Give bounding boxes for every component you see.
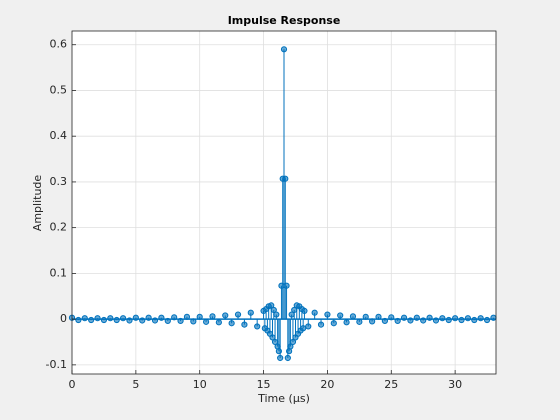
stem-marker [254, 323, 261, 330]
stem-marker [139, 317, 146, 324]
stem-marker [275, 348, 282, 355]
chart-title: Impulse Response [228, 14, 341, 27]
stem-marker [270, 306, 277, 314]
stem-marker [452, 315, 459, 322]
stem-marker [278, 282, 285, 289]
stem-marker [151, 317, 159, 324]
stem-marker [196, 313, 203, 320]
x-tick-label: 30 [448, 378, 462, 391]
stem-marker [483, 316, 491, 324]
stem-marker [300, 325, 307, 332]
stem-marker [171, 314, 178, 321]
x-tick-label: 25 [384, 378, 398, 391]
stem-marker [247, 309, 254, 316]
stem-marker [113, 316, 120, 324]
stem-marker [471, 316, 478, 324]
stem-marker [432, 317, 440, 324]
stem-marker [445, 316, 452, 324]
axes-box [71, 30, 497, 375]
stem-marker [356, 318, 363, 325]
labels: -0.100.10.20.30.40.50.60 5 10 15 20 25 30 [46, 38, 463, 391]
stem-marker [119, 315, 127, 322]
stem-marker [283, 282, 290, 289]
y-tick-label: 0.5 [50, 83, 68, 96]
stem-marker [268, 302, 275, 309]
stem-marker [324, 311, 331, 318]
stem-marker [407, 317, 414, 324]
stem-marker [343, 319, 350, 326]
stem-marker [311, 309, 318, 316]
stem-marker [222, 312, 229, 319]
stem-marker [439, 315, 446, 322]
stem-marker [183, 313, 191, 320]
x-axis-label: Time (μs) [257, 392, 310, 405]
stem-marker [317, 321, 325, 328]
stem-marker [132, 314, 139, 321]
stem-marker [349, 313, 357, 320]
stem-marker [330, 320, 337, 327]
stem-marker [273, 311, 280, 318]
y-tick-label: 0.3 [50, 175, 68, 188]
y-tick-label: 0.4 [50, 129, 68, 142]
stem-marker [177, 317, 184, 325]
stem-marker [394, 317, 401, 325]
stem-marker [369, 318, 376, 325]
stem-marker [289, 338, 297, 346]
stem-marker [158, 314, 165, 321]
stem-marker [381, 317, 388, 325]
stem-marker [305, 323, 312, 330]
y-tick-label: 0.2 [50, 221, 68, 234]
stem-marker [228, 320, 235, 327]
y-tick-label: 0.1 [50, 266, 68, 279]
stem-marker [209, 313, 216, 320]
stem-marker [282, 175, 289, 182]
stem-marker [420, 317, 427, 324]
stem-marker [241, 321, 248, 328]
stem-marker [301, 307, 308, 314]
stem-marker [337, 312, 344, 319]
stem-marker [75, 316, 82, 324]
y-tick-label: 0.6 [50, 38, 68, 51]
stem-marker [202, 318, 210, 325]
stem-marker [413, 314, 420, 321]
stem-marker [81, 315, 88, 322]
x-tick-label: 10 [193, 378, 207, 391]
stem-marker [107, 315, 114, 322]
x-tick-label: 20 [320, 378, 334, 391]
x-tick-label: 15 [257, 378, 271, 391]
y-tick-label: 0 [60, 312, 67, 325]
stem-marker [284, 354, 291, 362]
stem-marker [88, 316, 95, 324]
x-tick-label: 5 [132, 378, 139, 391]
stem-marker [190, 318, 197, 325]
stem-marker [145, 314, 152, 321]
stem-marker [458, 316, 465, 324]
stem-marker [164, 317, 171, 325]
stem-marker [477, 315, 484, 322]
stem-marker [400, 314, 408, 321]
stem-marker [490, 314, 497, 321]
stem-marker [280, 46, 288, 53]
x-tick-label: 0 [69, 378, 76, 391]
stem-marker [277, 354, 284, 362]
stem-marker [100, 316, 108, 324]
stem-marker [375, 313, 382, 320]
stem-marker [464, 315, 472, 322]
stem-marker [215, 319, 222, 326]
stem-marker [287, 343, 294, 350]
y-tick-label: -0.1 [46, 358, 67, 371]
stem-marker [94, 315, 101, 322]
stem-marker [234, 311, 242, 318]
stem-marker [126, 317, 133, 324]
stem-marker [362, 313, 369, 320]
stem-marker [426, 314, 433, 321]
y-axis-label: Amplitude [31, 175, 44, 232]
stem-marker [388, 314, 395, 321]
